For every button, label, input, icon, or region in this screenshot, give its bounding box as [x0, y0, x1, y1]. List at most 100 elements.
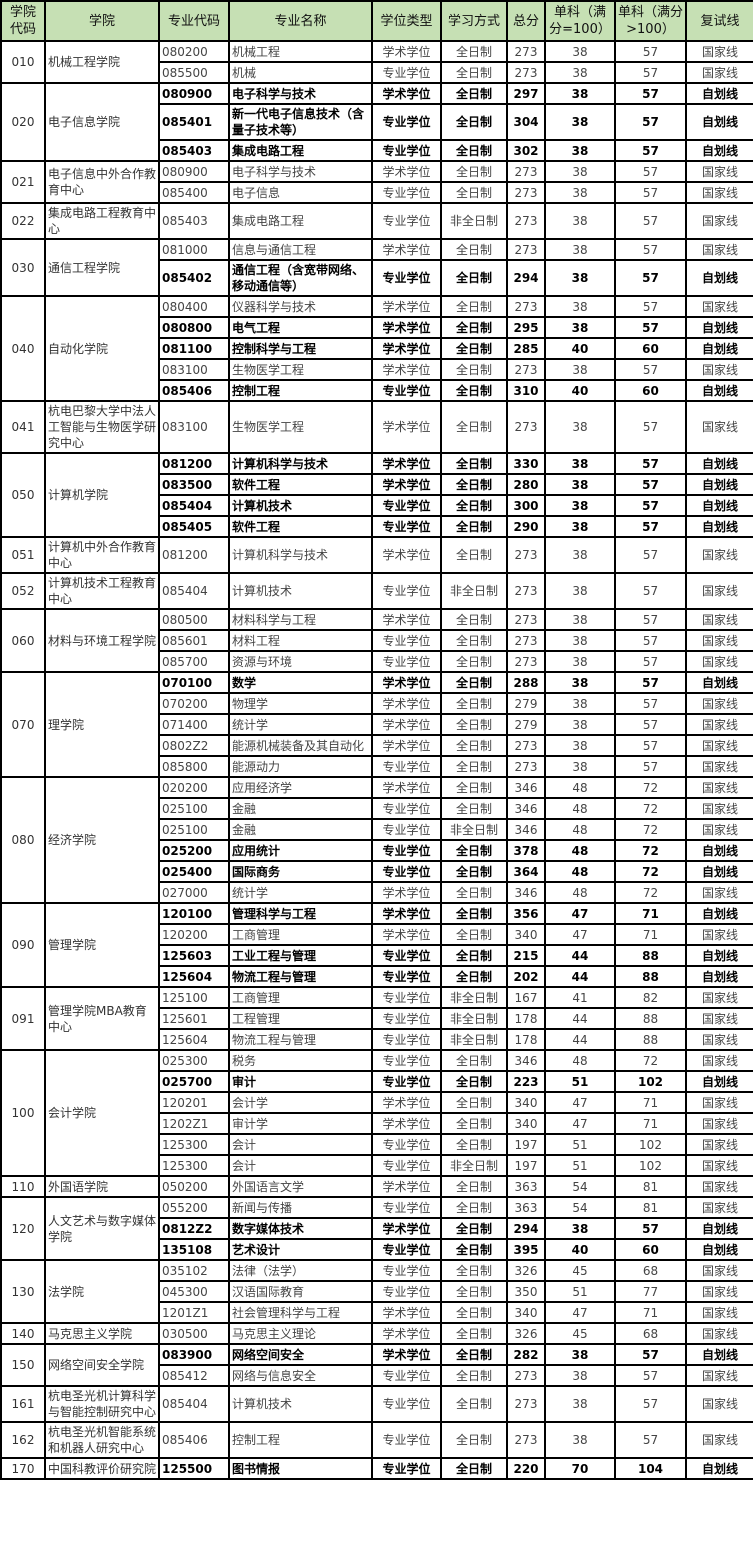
college-code: 070 [0, 671, 46, 778]
retest-line: 国家线 [685, 1385, 753, 1423]
major-name: 马克思主义理论 [228, 1322, 373, 1345]
degree-type: 专业学位 [371, 1070, 442, 1093]
study-mode: 全日制 [440, 452, 508, 475]
degree-type: 学术学位 [371, 358, 442, 381]
major-name: 物流工程与管理 [228, 965, 373, 988]
college-code: 040 [0, 295, 46, 402]
degree-type: 专业学位 [371, 103, 442, 141]
study-mode: 全日制 [440, 1070, 508, 1093]
total-score: 202 [506, 965, 546, 988]
major-code: 050200 [158, 1175, 230, 1198]
major-name: 集成电路工程 [228, 202, 373, 240]
retest-line: 国家线 [685, 1259, 753, 1282]
col-study-mode-header: 学习方式 [440, 0, 508, 42]
college-code: 140 [0, 1322, 46, 1345]
single-subject-100: 38 [544, 1217, 616, 1240]
single-subject-over-100: 81 [614, 1175, 687, 1198]
single-subject-over-100: 57 [614, 202, 687, 240]
college-code: 162 [0, 1421, 46, 1459]
college-name: 网络空间安全学院 [44, 1343, 160, 1387]
total-score: 273 [506, 40, 546, 63]
degree-type: 专业学位 [371, 515, 442, 538]
college-code: 041 [0, 400, 46, 454]
study-mode: 全日制 [440, 797, 508, 820]
degree-type: 学术学位 [371, 536, 442, 574]
major-code: 125100 [158, 986, 230, 1009]
study-mode: 全日制 [440, 494, 508, 517]
major-code: 020200 [158, 776, 230, 799]
single-subject-over-100: 57 [614, 259, 687, 297]
major-name: 会计 [228, 1154, 373, 1177]
retest-line: 国家线 [685, 572, 753, 610]
single-subject-100: 47 [544, 1301, 616, 1324]
single-subject-over-100: 57 [614, 238, 687, 261]
major-code: 1201Z1 [158, 1301, 230, 1324]
college-name: 集成电路工程教育中心 [44, 202, 160, 240]
single-subject-100: 38 [544, 1421, 616, 1459]
major-code: 085406 [158, 1421, 230, 1459]
single-subject-over-100: 57 [614, 755, 687, 778]
major-code: 120100 [158, 902, 230, 925]
major-code: 080200 [158, 40, 230, 63]
single-subject-over-100: 71 [614, 1301, 687, 1324]
major-name: 资源与环境 [228, 650, 373, 673]
single-subject-over-100: 102 [614, 1133, 687, 1156]
single-subject-100: 38 [544, 1343, 616, 1366]
single-subject-100: 54 [544, 1175, 616, 1198]
single-subject-over-100: 57 [614, 1385, 687, 1423]
major-name: 网络与信息安全 [228, 1364, 373, 1387]
total-score: 273 [506, 1364, 546, 1387]
single-subject-100: 38 [544, 61, 616, 84]
college-name: 中国科教评价研究院 [44, 1457, 160, 1480]
major-code: 070100 [158, 671, 230, 694]
single-subject-over-100: 88 [614, 965, 687, 988]
col-retest-line-header: 复试线 [685, 0, 753, 42]
table-row: 085404 计算机技术 专业学位 全日制 300 38 57 自划线 [1, 494, 753, 517]
table-row: 125300 会计 专业学位 非全日制 197 51 102 国家线 [1, 1154, 753, 1177]
total-score: 273 [506, 1385, 546, 1423]
retest-line: 国家线 [685, 1301, 753, 1324]
single-subject-over-100: 88 [614, 1028, 687, 1051]
major-code: 125604 [158, 1028, 230, 1051]
major-code: 080900 [158, 160, 230, 183]
table-row: 085500 机械 专业学位 全日制 273 38 57 国家线 [1, 61, 753, 84]
major-code: 120201 [158, 1091, 230, 1114]
major-code: 085402 [158, 259, 230, 297]
single-subject-100: 40 [544, 337, 616, 360]
retest-line: 国家线 [685, 61, 753, 84]
college-name: 马克思主义学院 [44, 1322, 160, 1345]
major-code: 085404 [158, 1385, 230, 1423]
major-name: 统计学 [228, 713, 373, 736]
table-row: 085400 电子信息 专业学位 全日制 273 38 57 国家线 [1, 181, 753, 204]
major-name: 会计学 [228, 1091, 373, 1114]
study-mode: 全日制 [440, 776, 508, 799]
table-row: 045300 汉语国际教育 专业学位 全日制 350 51 77 国家线 [1, 1280, 753, 1303]
single-subject-100: 47 [544, 902, 616, 925]
table-row: 071400 统计学 学术学位 全日制 279 38 57 国家线 [1, 713, 753, 736]
degree-type: 专业学位 [371, 572, 442, 610]
retest-line: 国家线 [685, 1133, 753, 1156]
college-code: 150 [0, 1343, 46, 1387]
study-mode: 全日制 [440, 1280, 508, 1303]
major-name: 能源机械装备及其自动化 [228, 734, 373, 757]
degree-type: 专业学位 [371, 494, 442, 517]
study-mode: 全日制 [440, 1457, 508, 1480]
retest-line: 国家线 [685, 1028, 753, 1051]
study-mode: 全日制 [440, 1196, 508, 1219]
single-subject-over-100: 104 [614, 1457, 687, 1480]
table-row: 170 中国科教评价研究院 125500 图书情报 专业学位 全日制 220 70 104 自划线 [0, 1457, 753, 1480]
major-code: 081100 [158, 337, 230, 360]
college-name: 材料与环境工程学院 [44, 608, 160, 673]
college-name: 管理学院MBA教育中心 [44, 986, 160, 1051]
retest-line: 自划线 [685, 671, 753, 694]
degree-type: 学术学位 [371, 82, 442, 105]
major-name: 控制工程 [228, 379, 373, 402]
major-code: 125604 [158, 965, 230, 988]
total-score: 285 [506, 337, 546, 360]
retest-line: 自划线 [685, 1457, 753, 1480]
table-row: 085401 新一代电子信息技术（含量子技术等） 专业学位 全日制 304 38 57 自划线 [1, 103, 753, 141]
single-subject-100: 38 [544, 295, 616, 318]
retest-line: 自划线 [685, 860, 753, 883]
retest-line: 自划线 [685, 902, 753, 925]
study-mode: 全日制 [440, 379, 508, 402]
